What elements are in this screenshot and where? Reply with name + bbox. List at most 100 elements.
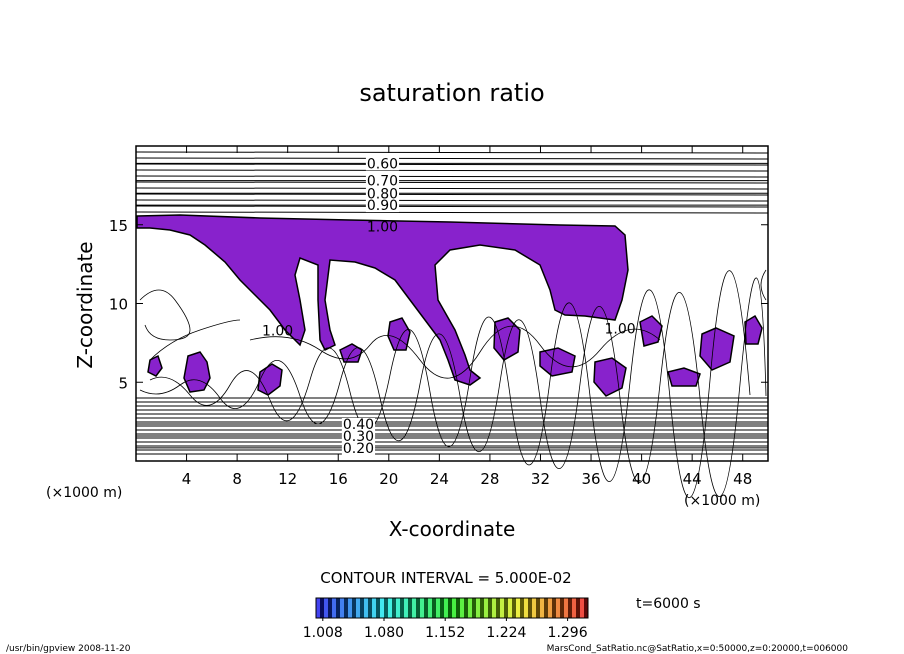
x-axis-label: X-coordinate: [389, 517, 516, 541]
region: [387, 317, 411, 351]
contour-label: 0.20: [343, 441, 374, 457]
colorbar-cell: [572, 598, 576, 618]
region: [493, 317, 521, 361]
x-tick-label: 40: [632, 470, 651, 488]
contour-label: 0.70: [367, 174, 398, 190]
colorbar-cell: [544, 598, 548, 618]
contour-label: 0.90: [367, 198, 398, 214]
contour-label-bg: [365, 199, 400, 213]
colorbar-tick-label: 1.224: [486, 625, 526, 641]
colorbar-cell: [548, 598, 552, 618]
supersaturated-regions: [136, 214, 763, 397]
x-tick-label: 44: [683, 470, 702, 488]
x-tick-label: 24: [430, 470, 449, 488]
colorbar-cell: [364, 598, 368, 618]
colorbar-cell: [488, 598, 492, 618]
x-tick-label: 16: [329, 470, 348, 488]
colorbar-cell: [552, 598, 556, 618]
colorbar-cell: [328, 598, 332, 618]
contour-label-bg: [365, 187, 400, 201]
colorbar-cell: [332, 598, 336, 618]
contour-line: [135, 163, 769, 166]
contour-line: [135, 187, 769, 190]
colorbar-cell: [440, 598, 444, 618]
contour-label: 0.80: [367, 186, 398, 202]
colorbar-cell: [520, 598, 524, 618]
contour-label-bg: [341, 417, 376, 431]
contour-line: [135, 181, 769, 184]
colorbar-cell: [336, 598, 340, 618]
contour-line: [149, 319, 241, 361]
colorbar-cell: [576, 598, 580, 618]
colorbar-cell: [372, 598, 376, 618]
footer-left: /usr/bin/gpview 2008-11-20: [6, 644, 131, 654]
colorbar-cell: [496, 598, 500, 618]
colorbar-cell: [340, 598, 344, 618]
colorbar-cell: [484, 598, 488, 618]
colorbar-cell: [432, 598, 436, 618]
chart-title: saturation ratio: [359, 79, 544, 107]
colorbar-cell: [452, 598, 456, 618]
colorbar-cell: [408, 598, 412, 618]
contour-line: [135, 169, 769, 172]
colorbar-cell: [388, 598, 392, 618]
colorbar-cell: [556, 598, 560, 618]
colorbar-cell: [476, 598, 480, 618]
colorbar-cell: [492, 598, 496, 618]
x-tick-label: 48: [733, 470, 752, 488]
contour-label: 1.00: [367, 219, 398, 235]
colorbar-cell: [396, 598, 400, 618]
x-unit: (×1000 m): [684, 493, 760, 509]
colorbar-cell: [560, 598, 564, 618]
colorbar-cell: [376, 598, 380, 618]
colorbar-cell: [536, 598, 540, 618]
colorbar-cell: [352, 598, 356, 618]
colorbar-cell: [448, 598, 452, 618]
x-tick-label: 4: [182, 470, 192, 488]
colorbar-cell: [348, 598, 352, 618]
colorbar-cell: [540, 598, 544, 618]
colorbar-cell: [344, 598, 348, 618]
colorbar-cell: [480, 598, 484, 618]
colorbar-frame: [315, 597, 589, 619]
colorbar-cell: [584, 598, 588, 618]
contour-label: 1.00: [262, 323, 293, 339]
region: [183, 351, 211, 393]
colorbar-cell: [416, 598, 420, 618]
contour-line: [135, 151, 769, 154]
colorbar-cell: [412, 598, 416, 618]
region: [667, 367, 701, 387]
colorbar-cell: [436, 598, 440, 618]
contour-line: [135, 193, 769, 196]
contour-label: 0.30: [343, 429, 374, 445]
contour-lines: [139, 269, 767, 498]
contour-label: 0.60: [367, 156, 398, 172]
stratified-contours: [135, 151, 769, 455]
colorbar-tick-label: 1.152: [425, 625, 465, 641]
region: [147, 354, 163, 377]
contour-label-bg: [341, 429, 376, 443]
colorbar-cell: [384, 598, 388, 618]
colorbar-cell: [420, 598, 424, 618]
colorbar-cell: [568, 598, 572, 618]
contour-label-bg: [365, 157, 400, 171]
contour-label-bg: [341, 441, 376, 455]
contour-label-bg: [365, 174, 400, 188]
y-unit: (×1000 m): [46, 485, 122, 501]
colorbar-cell: [316, 598, 320, 618]
contour-line: [249, 325, 661, 379]
x-tick-label: 28: [480, 470, 499, 488]
colorbar-cell: [380, 598, 384, 618]
colorbar-cell: [400, 598, 404, 618]
contour-line: [135, 199, 769, 202]
region: [593, 357, 627, 397]
colorbar-cell: [532, 598, 536, 618]
contour-line: [135, 175, 769, 178]
contour-line: [135, 157, 769, 160]
colorbar-cell: [580, 598, 584, 618]
region: [639, 315, 663, 347]
colorbar-cell: [460, 598, 464, 618]
contour-label: 0.40: [343, 417, 374, 433]
colorbar-cell: [524, 598, 528, 618]
contour-line: [139, 277, 767, 497]
